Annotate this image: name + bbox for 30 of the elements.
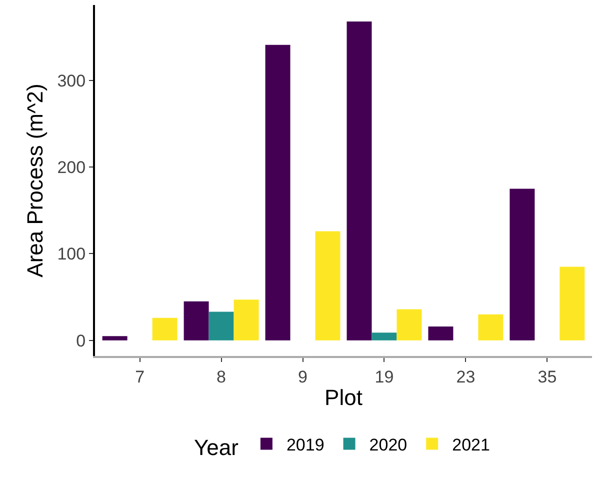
legend-title: Year <box>194 434 238 460</box>
x-tick-label: 9 <box>298 367 308 386</box>
bar <box>560 266 585 340</box>
x-tick-label: 35 <box>538 367 557 386</box>
bar <box>346 21 372 340</box>
bar <box>396 309 422 340</box>
y-tick-label: 300 <box>57 71 86 90</box>
y-tick-label: 100 <box>57 244 86 264</box>
bar <box>510 188 535 340</box>
bar <box>315 231 340 340</box>
bar <box>428 326 454 340</box>
legend-label: 2021 <box>452 435 490 454</box>
bar <box>152 318 178 340</box>
bar <box>372 332 397 340</box>
bar <box>234 300 259 340</box>
x-axis-title: Plot <box>324 384 362 410</box>
bar <box>265 44 290 340</box>
bar <box>478 314 504 340</box>
bar <box>184 301 209 340</box>
legend-label: 2020 <box>369 435 408 454</box>
y-tick-label: 0 <box>76 331 86 350</box>
x-tick-label: 7 <box>135 367 145 386</box>
x-tick-label: 19 <box>374 367 394 386</box>
legend-label: 2019 <box>286 435 324 454</box>
x-tick-label: 23 <box>456 367 476 386</box>
x-tick-label: 8 <box>216 367 226 386</box>
y-axis-title: Area Process (m^2) <box>22 84 48 278</box>
bar <box>208 312 234 340</box>
bar <box>102 336 128 340</box>
y-tick-label: 200 <box>57 158 86 178</box>
